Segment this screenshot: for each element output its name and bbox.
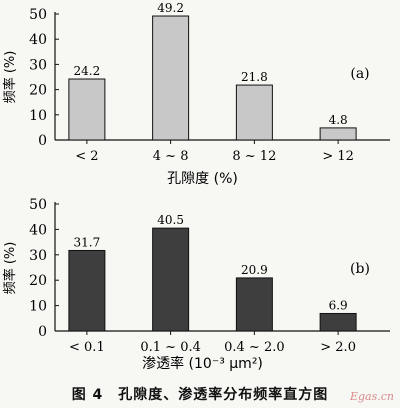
panel-a-y-tick-label: 10 xyxy=(29,108,47,124)
panel-b-y-axis-label: 频率 (%) xyxy=(2,242,18,295)
panel-b-x-tick-label: 0.1 ~ 0.4 xyxy=(140,340,201,355)
panel-a-y-tick-label: 0 xyxy=(38,133,47,149)
panel-b-bar xyxy=(319,312,357,332)
panel-b-y-tick-label: 40 xyxy=(29,222,47,238)
panel-b-bar xyxy=(68,249,106,332)
panel-b-x-tick-label: < 0.1 xyxy=(69,340,105,355)
panel-a-bar xyxy=(319,127,357,141)
panel-a-annotation: (a) xyxy=(350,66,369,82)
panel-a-data-label: 4.8 xyxy=(329,113,348,127)
panel-a-bar xyxy=(235,84,273,141)
panel-b-annotation: (b) xyxy=(350,261,370,277)
panel-b-data-label: 31.7 xyxy=(74,235,101,249)
panel-a-data-label: 49.2 xyxy=(157,1,184,15)
panel-a-data-label: 21.8 xyxy=(241,70,268,84)
figure-caption: 图 4 孔隙度、渗透率分布频率直方图 xyxy=(71,387,329,403)
panel-a-x-tick-label: > 12 xyxy=(322,149,354,164)
panel-b-data-label: 20.9 xyxy=(241,263,268,277)
panel-b-x-axis-label: 渗透率 (10⁻³ μm²) xyxy=(142,355,263,372)
panel-b-y-tick-label: 0 xyxy=(38,324,47,340)
panel-b-bar xyxy=(152,227,190,332)
panel-a-bar xyxy=(152,15,190,141)
panel-a-x-axis-label: 孔隙度 (%) xyxy=(167,171,238,187)
panel-b-y-tick-label: 10 xyxy=(29,299,47,315)
panel-b-data-label: 40.5 xyxy=(157,213,184,227)
watermark: Egas.cn xyxy=(349,390,394,403)
panel-b-y-tick-label: 30 xyxy=(29,248,47,264)
panel-b-data-label: 6.9 xyxy=(329,298,348,312)
panel-b-y-tick-label: 50 xyxy=(29,197,47,213)
panel-a-y-tick-label: 50 xyxy=(29,7,47,23)
panel-a-x-tick-label: 4 ~ 8 xyxy=(153,149,189,164)
panel-a-x-tick-label: < 2 xyxy=(75,149,98,164)
panel-a-y-tick-label: 30 xyxy=(29,57,47,73)
panel-a-y-tick-label: 20 xyxy=(29,83,47,99)
panel-a-y-axis-label: 频率 (%) xyxy=(2,51,18,104)
panel-b-y-tick-label: 20 xyxy=(29,273,47,289)
panel-b-bar xyxy=(235,277,273,332)
panel-a-bar xyxy=(68,78,106,141)
panel-b-x-tick-label: 0.4 ~ 2.0 xyxy=(224,340,285,355)
panel-b-x-tick-label: > 2.0 xyxy=(320,340,356,355)
panel-a-x-tick-label: 8 ~ 12 xyxy=(232,149,276,164)
panel-a-data-label: 24.2 xyxy=(74,64,101,78)
panel-a-y-tick-label: 40 xyxy=(29,32,47,48)
